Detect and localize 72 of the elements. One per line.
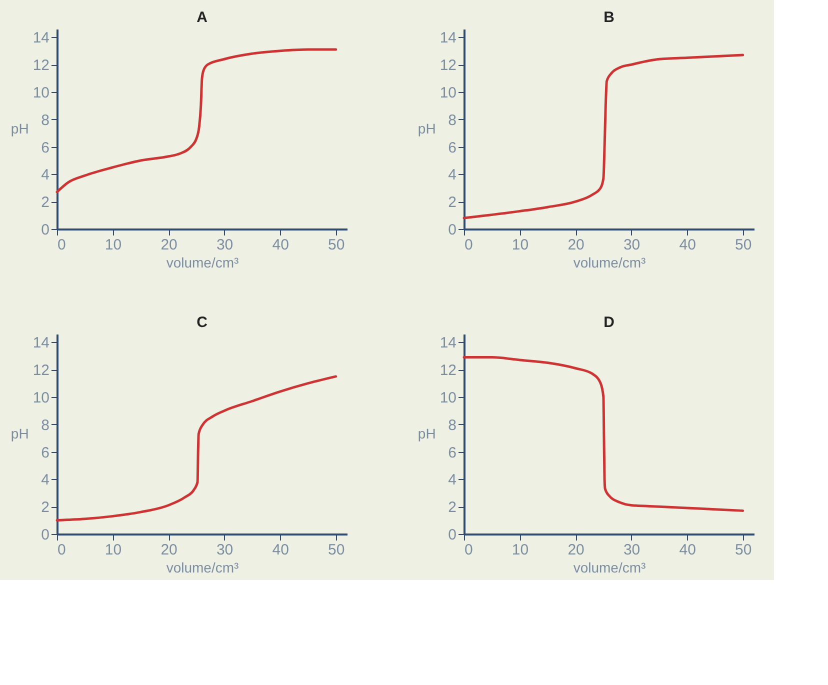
y-tick-label: 6 (448, 444, 456, 462)
line-series (56, 375, 338, 522)
y-tick-label: 2 (448, 499, 456, 516)
line-series (462, 54, 744, 220)
x-tick-label: 30 (216, 236, 234, 254)
y-tick-label: 0 (448, 526, 456, 544)
x-tick-label: 50 (735, 542, 752, 558)
y-tick-label: 14 (440, 334, 456, 352)
y-tick-label: 10 (440, 390, 456, 407)
y-tick-label: 6 (41, 444, 50, 462)
x-tick-label: 0 (58, 236, 66, 254)
y-tick-label: 14 (32, 334, 50, 352)
y-tick-label: 2 (41, 194, 50, 212)
y-tick-label: 0 (41, 222, 50, 238)
y-tick-label: 8 (41, 416, 50, 434)
x-axis-title: volume/cm³ (166, 560, 240, 576)
chart-title: D (604, 314, 615, 331)
x-tick-label: 0 (58, 542, 66, 558)
y-axis-title: pH (418, 426, 436, 442)
y-tick-label: 8 (41, 112, 50, 129)
x-tick-label: 40 (272, 236, 289, 254)
x-tick-label: 10 (512, 542, 529, 558)
y-tick-label: 14 (440, 30, 456, 47)
y-tick-label: 4 (448, 166, 456, 184)
y-tick-label: 0 (448, 222, 456, 238)
x-tick-label: 20 (160, 542, 178, 558)
y-tick-label: 6 (41, 139, 50, 156)
y-tick-label: 4 (41, 166, 50, 184)
x-tick-label: 30 (623, 236, 640, 254)
x-tick-label: 30 (623, 542, 640, 558)
y-tick-label: 4 (448, 472, 456, 489)
y-tick-label: 2 (448, 194, 456, 212)
x-tick-label: 20 (568, 236, 584, 254)
chart-title: A (196, 9, 208, 26)
y-tick-label: 2 (41, 499, 50, 516)
y-tick-label: 8 (448, 416, 456, 434)
y-tick-label: 10 (32, 390, 50, 407)
x-tick-label: 40 (272, 542, 289, 558)
y-tick-label: 4 (41, 472, 50, 489)
y-tick-label: 10 (440, 84, 456, 102)
line-series (56, 48, 338, 194)
chart-title: C (196, 314, 208, 331)
x-tick-label: 0 (464, 236, 473, 254)
y-tick-label: 12 (32, 57, 50, 74)
x-tick-label: 20 (568, 542, 584, 558)
y-axis-title: pH (10, 120, 29, 136)
x-tick-label: 40 (679, 542, 696, 558)
x-tick-label: 50 (735, 236, 752, 254)
line-series (462, 356, 744, 512)
y-tick-label: 14 (32, 30, 50, 47)
y-tick-label: 10 (32, 84, 50, 102)
x-tick-label: 20 (160, 236, 178, 254)
x-tick-label: 10 (104, 542, 122, 558)
y-tick-label: 8 (448, 112, 456, 129)
y-tick-label: 12 (32, 362, 50, 380)
x-axis-title: volume/cm³ (573, 560, 646, 576)
x-tick-label: 40 (679, 236, 696, 254)
x-tick-label: 50 (328, 542, 345, 558)
y-tick-label: 12 (440, 362, 456, 380)
y-axis-title: pH (418, 120, 436, 136)
x-tick-label: 0 (464, 542, 473, 558)
x-tick-label: 30 (216, 542, 234, 558)
x-tick-label: 10 (104, 236, 122, 254)
x-tick-label: 50 (328, 236, 345, 254)
x-tick-label: 10 (512, 236, 529, 254)
x-axis-title: volume/cm³ (573, 254, 646, 270)
y-tick-label: 6 (448, 139, 456, 156)
y-tick-label: 12 (440, 57, 456, 74)
y-axis-title: pH (10, 426, 29, 442)
x-axis-title: volume/cm³ (166, 254, 240, 270)
y-tick-label: 0 (41, 526, 50, 544)
chart-title: B (604, 9, 615, 26)
